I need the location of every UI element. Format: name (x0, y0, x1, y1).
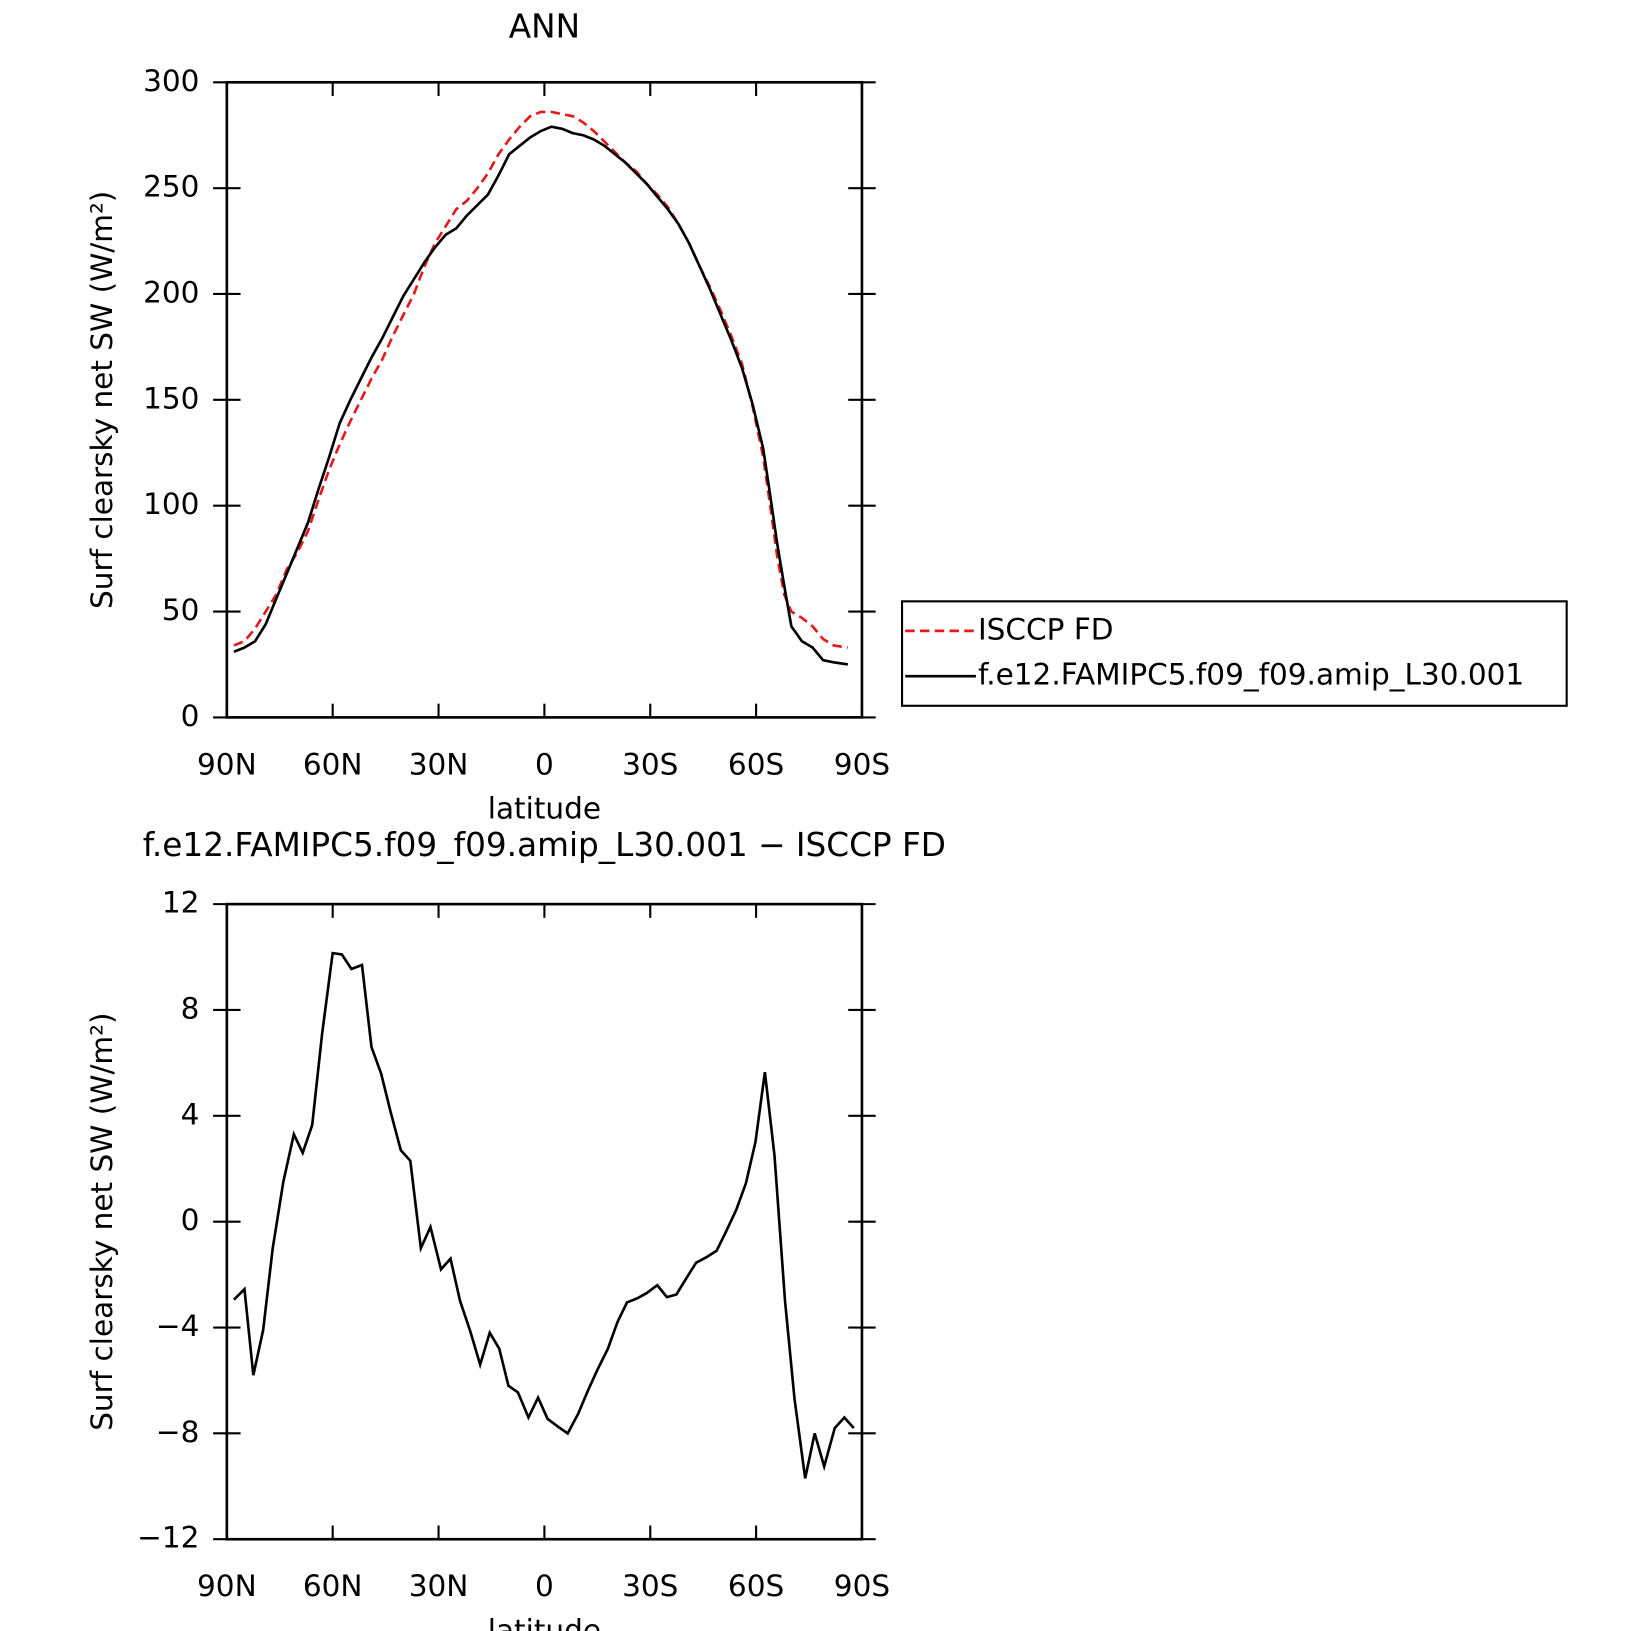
chart-title: ANN (509, 7, 580, 45)
chart-title: f.e12.FAMIPC5.f09_f09.amip_L30.001 − ISC… (143, 826, 946, 864)
legend-label: f.e12.FAMIPC5.f09_f09.amip_L30.001 (978, 658, 1524, 692)
x-tick-label: 60N (303, 1569, 363, 1603)
plot-frame (225, 80, 864, 719)
x-tick-label: 90S (834, 747, 890, 781)
x-axis-label: latitude (488, 792, 601, 826)
y-tick-label: −4 (156, 1309, 200, 1343)
data-line (232, 951, 855, 1479)
x-tick-label: 60N (303, 747, 363, 781)
x-tick-label: 0 (535, 1569, 554, 1603)
y-tick-label: −12 (137, 1521, 199, 1555)
y-tick-label: 4 (181, 1097, 200, 1131)
x-tick-label: 90S (834, 1569, 890, 1603)
y-tick-label: 12 (162, 886, 200, 920)
x-tick-label: 60S (728, 1569, 784, 1603)
x-tick-label: 30N (409, 747, 469, 781)
y-axis-label: Surf clearsky net SW (W/m²) (85, 191, 119, 609)
y-tick-label: −8 (156, 1415, 200, 1449)
y-tick-label: 150 (143, 381, 199, 415)
y-tick-label: 8 (181, 991, 200, 1025)
x-tick-label: 30S (622, 1569, 678, 1603)
x-axis-label: latitude (488, 1614, 601, 1631)
data-line (233, 125, 849, 666)
x-tick-label: 30N (409, 1569, 469, 1603)
y-tick-label: 300 (143, 64, 199, 98)
y-tick-label: 0 (181, 699, 200, 733)
x-tick-label: 90N (197, 1569, 257, 1603)
y-tick-label: 0 (181, 1203, 200, 1237)
y-tick-label: 50 (162, 593, 200, 627)
y-axis-label: Surf clearsky net SW (W/m²) (85, 1013, 119, 1431)
plot-frame (225, 902, 864, 1541)
y-tick-label: 100 (143, 487, 199, 521)
legend-box (900, 600, 1568, 707)
y-tick-label: 250 (143, 170, 199, 204)
x-tick-label: 90N (197, 747, 257, 781)
x-tick-label: 60S (728, 747, 784, 781)
y-tick-label: 200 (143, 275, 199, 309)
x-tick-label: 30S (622, 747, 678, 781)
data-line (233, 110, 849, 649)
x-tick-label: 0 (535, 747, 554, 781)
legend-label: ISCCP FD (978, 612, 1114, 646)
